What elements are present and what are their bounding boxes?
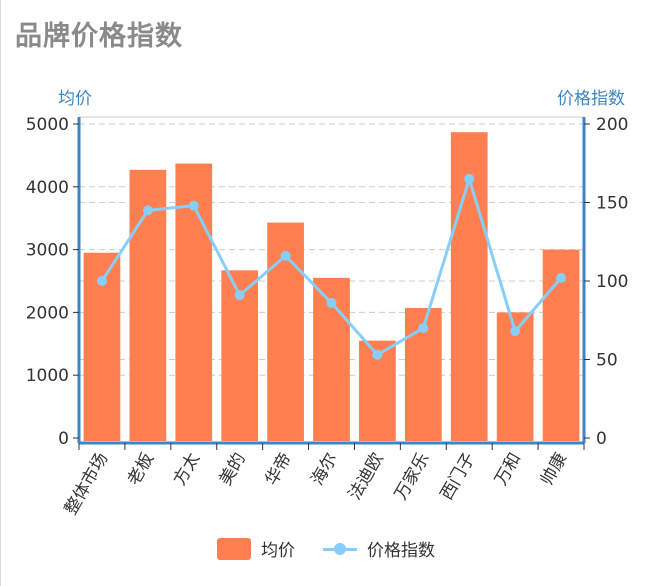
category-label: 帅康 [537, 450, 571, 489]
line-point [280, 250, 291, 261]
left-tick-label: 5000 [26, 115, 69, 135]
line-point [510, 326, 521, 337]
category-label: 整体市场 [61, 450, 112, 519]
legend-item-line[interactable]: 价格指数 [323, 536, 435, 561]
legend-item-bar[interactable]: 均价 [217, 536, 295, 561]
right-tick-label: 0 [596, 429, 607, 449]
line-point [464, 173, 475, 184]
line-point [234, 290, 245, 301]
line-point [188, 200, 199, 211]
category-label: 华帝 [262, 450, 296, 489]
line-point [372, 349, 383, 360]
line-series [96, 173, 567, 360]
line-point [96, 276, 107, 286]
category-label: 法迪欧 [345, 450, 388, 504]
left-tick-label: 0 [58, 429, 69, 449]
right-tick-label: 200 [596, 115, 628, 135]
chart-svg: 0 1000 2000 3000 4000 5000 0 50 100 150 200 整体市场 老板方… [26, 89, 629, 519]
category-label: 万和 [491, 450, 525, 489]
left-tick-label: 4000 [26, 178, 69, 198]
category-label: 美的 [216, 450, 250, 489]
line-point [418, 323, 429, 334]
category-label: 老板 [124, 450, 158, 489]
legend-line-swatch [323, 538, 357, 560]
legend-bar-swatch [217, 537, 251, 560]
category-label: 方太 [170, 450, 204, 489]
left-tick-label: 3000 [26, 241, 69, 261]
line-point [142, 205, 153, 216]
right-tick-label: 100 [596, 272, 628, 292]
left-tick-label: 1000 [26, 366, 69, 386]
right-tick-label: 150 [596, 194, 628, 214]
chart-title: 品牌价格指数 [15, 21, 183, 52]
right-tick-label: 50 [596, 351, 618, 371]
category-label: 万家乐 [391, 450, 434, 504]
line-point [326, 297, 337, 308]
left-axis-title: 均价 [58, 89, 92, 109]
category-label: 西门子 [437, 450, 480, 504]
bar-series [83, 132, 580, 441]
right-axis-title: 价格指数 [557, 89, 625, 109]
legend-line-label: 价格指数 [367, 541, 435, 561]
line-point [556, 272, 567, 283]
legend: 均价 价格指数 [1, 536, 650, 561]
category-label: 海尔 [308, 450, 342, 489]
legend-bar-label: 均价 [261, 541, 295, 561]
left-tick-label: 2000 [26, 303, 69, 323]
